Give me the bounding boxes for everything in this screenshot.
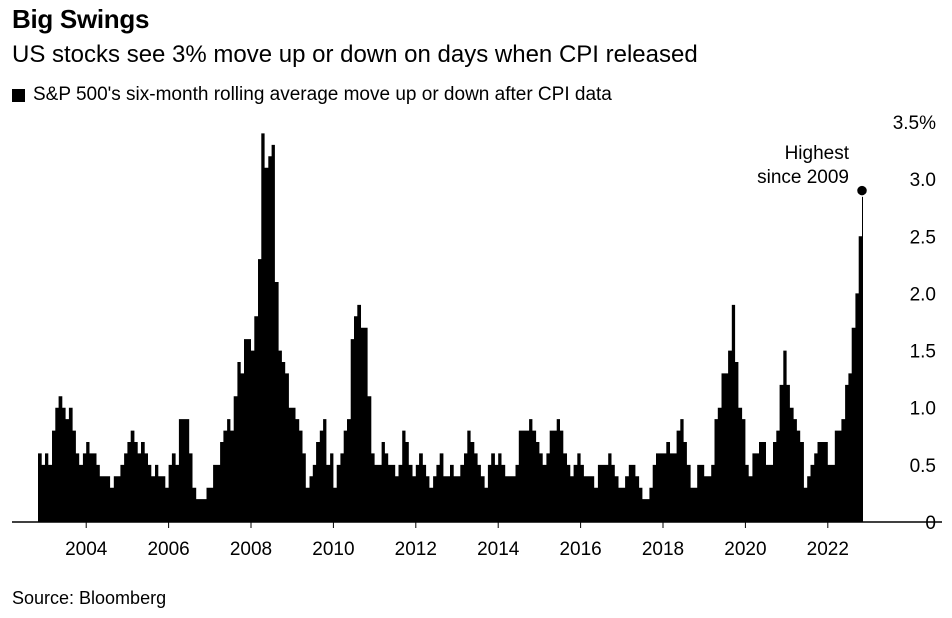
y-tick-label: 0: [925, 513, 936, 534]
y-tick-label: 3.0: [910, 170, 936, 191]
y-tick-label: 2.0: [910, 284, 936, 305]
x-tick-label: 2004: [65, 539, 108, 560]
source-note: Source: Bloomberg: [12, 588, 167, 608]
x-tick-label: 2020: [724, 539, 766, 560]
chart-title: Big Swings: [12, 4, 150, 34]
y-tick-label: 1.0: [910, 399, 936, 420]
chart-subtitle: US stocks see 3% move up or down on days…: [12, 41, 698, 68]
legend-swatch: [12, 88, 25, 102]
legend: S&P 500's six-month rolling average move…: [12, 84, 612, 106]
x-tick-label: 2008: [230, 539, 272, 560]
x-tick-label: 2018: [642, 539, 684, 560]
x-tick-label: 2022: [807, 539, 849, 560]
annotation-line2: since 2009: [757, 167, 849, 188]
legend-label: S&P 500's six-month rolling average move…: [33, 84, 612, 105]
area-series: [38, 133, 863, 522]
x-tick-label: 2014: [477, 539, 520, 560]
annotation-line1: Highest: [785, 143, 850, 164]
x-tick-label: 2016: [559, 539, 601, 560]
x-tick-label: 2010: [312, 539, 354, 560]
y-tick-label: 1.5: [910, 342, 936, 363]
x-tick-label: 2006: [147, 539, 189, 560]
highlight-point: [855, 184, 869, 197]
y-tick-label: 0.5: [910, 456, 936, 477]
y-tick-label: 2.5: [910, 227, 936, 248]
y-tick-label: 3.5%: [893, 113, 936, 134]
x-tick-label: 2012: [395, 539, 437, 560]
